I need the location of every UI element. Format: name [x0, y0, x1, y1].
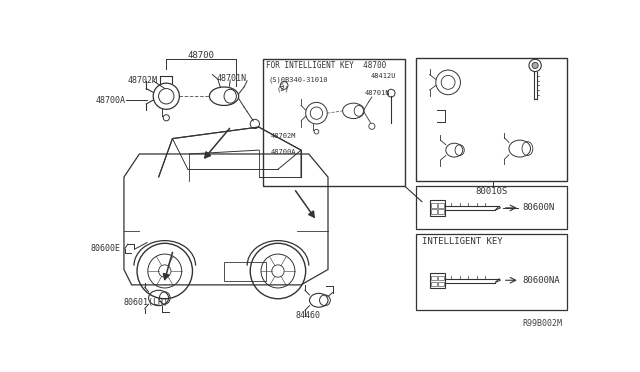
Bar	[438, 209, 444, 214]
Text: 48700: 48700	[188, 51, 214, 60]
Bar	[262, 59, 405, 186]
Text: (S)0B340-31010: (S)0B340-31010	[269, 76, 328, 83]
Text: 48701N: 48701N	[365, 90, 390, 96]
Bar	[438, 203, 444, 208]
Text: R99B002M: R99B002M	[523, 319, 563, 328]
Text: 48702M: 48702M	[270, 132, 296, 138]
Text: 48412U: 48412U	[371, 73, 397, 79]
Bar	[416, 58, 566, 181]
Text: 80600E: 80600E	[91, 244, 121, 253]
Text: 84460: 84460	[296, 311, 321, 320]
Text: 80601(LH): 80601(LH)	[124, 298, 169, 307]
Bar	[416, 234, 566, 310]
Bar	[438, 276, 444, 280]
Bar	[431, 203, 436, 208]
Text: 48702M: 48702M	[128, 76, 158, 85]
Text: FOR INTELLIGENT KEY  48700: FOR INTELLIGENT KEY 48700	[266, 61, 387, 70]
Bar	[416, 186, 566, 229]
Bar	[431, 209, 436, 214]
Polygon shape	[205, 152, 211, 158]
Text: 48700A: 48700A	[270, 150, 296, 155]
Bar	[224, 262, 266, 281]
Bar	[429, 200, 445, 216]
Bar	[429, 273, 445, 288]
Text: INTELLIGENT KEY: INTELLIGENT KEY	[422, 237, 502, 246]
Text: 80600N: 80600N	[522, 203, 554, 212]
Text: 48700A: 48700A	[95, 96, 125, 105]
Text: 48701N: 48701N	[216, 74, 246, 83]
Circle shape	[532, 62, 538, 68]
Text: (2): (2)	[276, 85, 289, 92]
Polygon shape	[308, 211, 314, 217]
Text: 80600NA: 80600NA	[522, 276, 559, 285]
Bar	[431, 282, 436, 286]
Bar	[431, 276, 436, 280]
Text: 80010S: 80010S	[475, 187, 508, 196]
Polygon shape	[163, 273, 169, 279]
Text: S: S	[280, 83, 284, 88]
Bar	[438, 282, 444, 286]
